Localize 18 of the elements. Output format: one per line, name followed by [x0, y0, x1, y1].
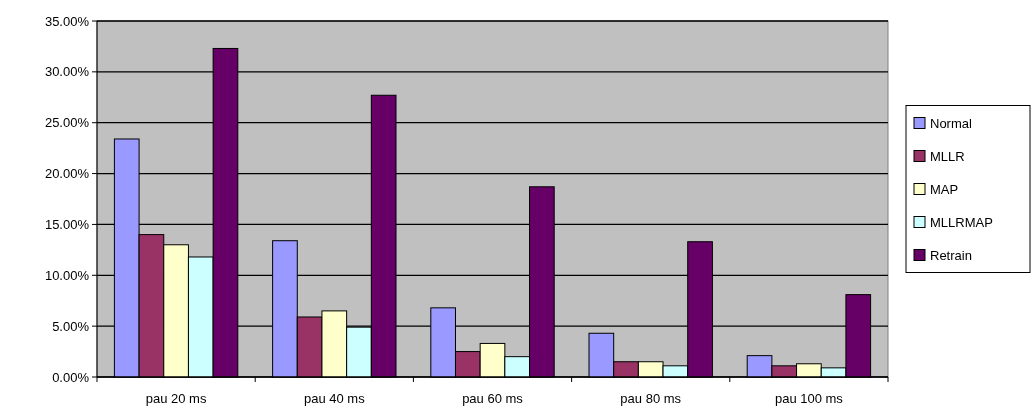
legend-label: MLLR: [930, 149, 965, 165]
y-tick-label: 0.00%: [52, 369, 90, 385]
x-tick-label: pau 40 ms: [303, 391, 366, 406]
x-tick-label: pau 80 ms: [620, 391, 682, 406]
y-tick-label: 15.00%: [44, 216, 90, 232]
y-tick-label: 5.00%: [52, 318, 90, 334]
x-tick-label: pau 60 ms: [462, 391, 524, 406]
y-tick-label: 35.00%: [44, 13, 90, 29]
y-tick-label: 10.00%: [44, 267, 90, 283]
y-tick-label: 20.00%: [44, 166, 90, 182]
legend-label: MLLRMAP: [930, 215, 993, 231]
legend-label: Normal: [930, 116, 973, 132]
y-tick-label: 30.00%: [44, 64, 90, 80]
x-tick-label: pau 100 ms: [774, 391, 844, 406]
x-tick-label: pau 20 ms: [145, 391, 207, 406]
legend-label: MAP: [930, 182, 959, 198]
y-tick-label: 25.00%: [44, 115, 90, 131]
legend-label: Retrain: [930, 248, 972, 264]
